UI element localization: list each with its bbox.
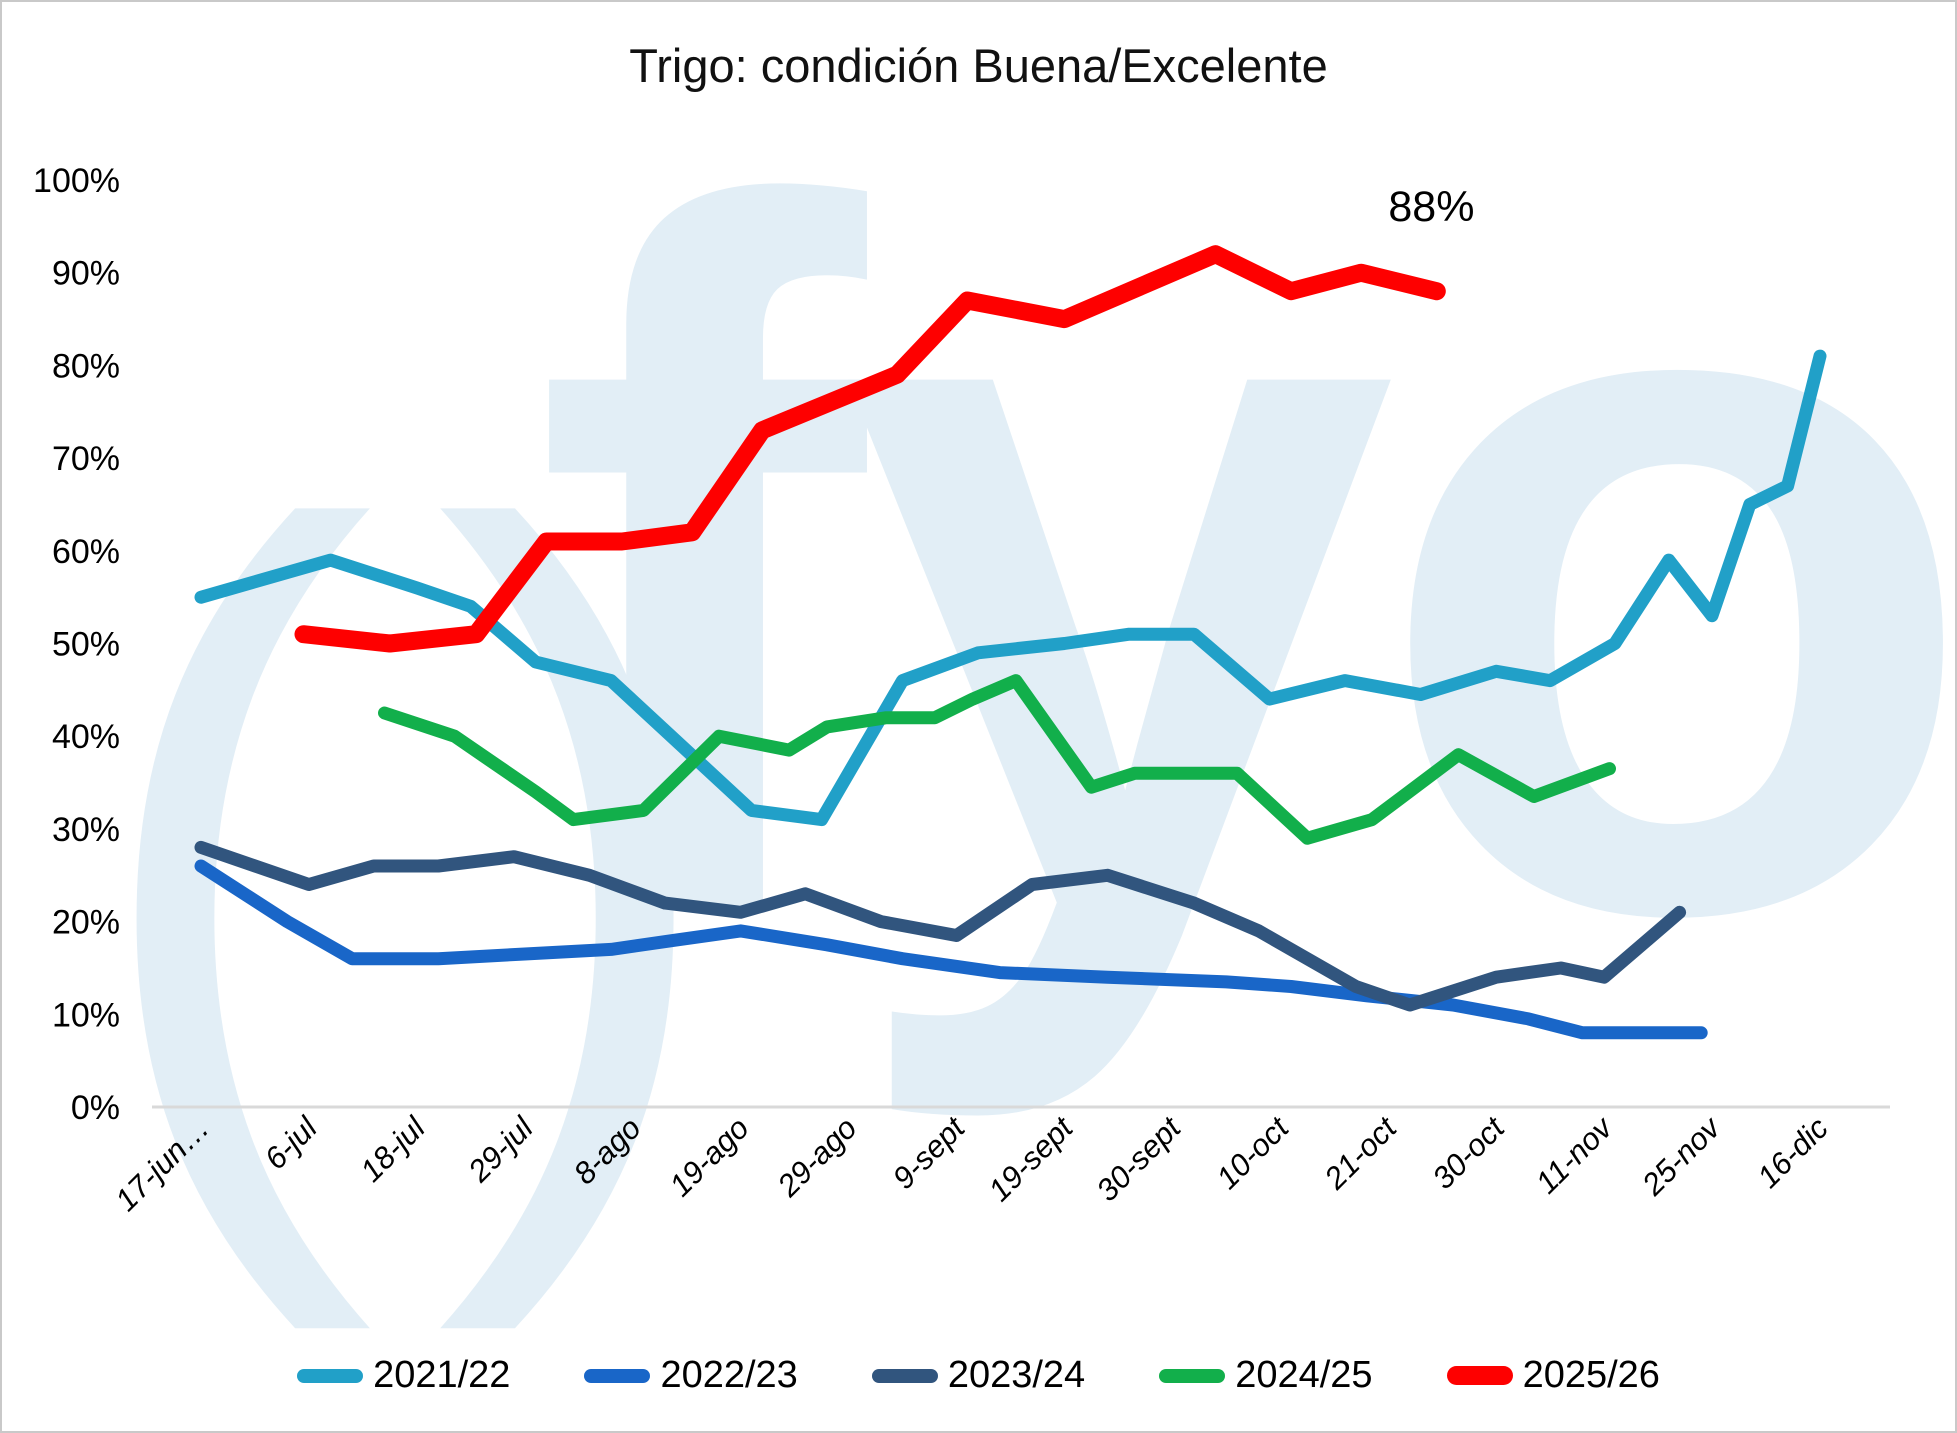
- x-axis-label: 29-jul: [461, 1109, 541, 1189]
- series-line-2021-22: [194, 349, 1827, 827]
- x-axis-label: 30-oct: [1425, 1109, 1512, 1196]
- x-axis-label: 25-nov: [1634, 1109, 1728, 1203]
- x-axis-label: 8-ago: [567, 1110, 648, 1191]
- x-axis-label: 19-sept: [982, 1109, 1081, 1208]
- x-axis-label: 21-oct: [1317, 1109, 1404, 1196]
- y-axis-label: 60%: [52, 533, 120, 571]
- legend-label-2022-23: 2022/23: [660, 1354, 798, 1396]
- legend-swatch-2024-25: [1159, 1368, 1226, 1383]
- y-axis-label: 90%: [52, 255, 120, 293]
- legend-item-2024-25: 2024/25: [1159, 1354, 1373, 1397]
- series-line-2024-25: [378, 674, 1616, 845]
- y-axis-label: 10%: [52, 996, 120, 1034]
- y-axis-label: 80%: [52, 347, 120, 385]
- series-line-2025-26: [294, 245, 1446, 653]
- x-axis-label: 11-nov: [1529, 1109, 1620, 1200]
- legend-swatch-2025-26: [1446, 1366, 1513, 1385]
- y-axis-label: 30%: [52, 811, 120, 849]
- x-axis-label: 18-jul: [353, 1109, 432, 1188]
- x-axis-label: 10-oct: [1210, 1109, 1297, 1196]
- x-axis-label: 6-jul: [258, 1109, 325, 1176]
- x-axis-label: 19-ago: [663, 1110, 756, 1203]
- series-line-2022-23: [194, 859, 1708, 1040]
- series-line-2023-24: [194, 840, 1687, 1012]
- x-axis-label: 17-jun…: [108, 1110, 216, 1218]
- y-axis-label: 50%: [52, 626, 120, 664]
- legend-item-2025-26: 2025/26: [1446, 1354, 1660, 1397]
- x-axis-label: 16-dic: [1750, 1110, 1835, 1195]
- x-axis-label: 30-sept: [1089, 1109, 1188, 1208]
- legend-swatch-2023-24: [871, 1368, 938, 1383]
- legend-swatch-2021-22: [297, 1368, 364, 1383]
- legend-item-2023-24: 2023/24: [871, 1354, 1086, 1397]
- y-axis-label: 0%: [71, 1089, 120, 1127]
- y-axis-label: 70%: [52, 440, 120, 478]
- y-axis-label: 20%: [52, 904, 120, 942]
- chart-title: Trigo: condición Buena/Excelente: [629, 39, 1328, 92]
- x-axis-label: 29-ago: [770, 1110, 864, 1204]
- y-axis-label: 40%: [52, 718, 120, 756]
- legend-label-2025-26: 2025/26: [1522, 1354, 1660, 1396]
- y-axis-label: 100%: [33, 162, 120, 200]
- legend-label-2023-24: 2023/24: [947, 1354, 1086, 1396]
- annotation-last-value: 88%: [1388, 183, 1474, 231]
- legend-item-2021-22: 2021/22: [297, 1354, 510, 1397]
- legend-swatch-2022-23: [584, 1368, 651, 1383]
- legend-item-2022-23: 2022/23: [584, 1354, 798, 1397]
- legend-label-2021-22: 2021/22: [373, 1354, 511, 1396]
- legend-label-2024-25: 2024/25: [1235, 1354, 1373, 1396]
- x-axis-label: 9-sept: [886, 1109, 973, 1196]
- legend: 2021/22 2022/23 2023/24 2024/25 2025/26: [2, 1354, 1955, 1397]
